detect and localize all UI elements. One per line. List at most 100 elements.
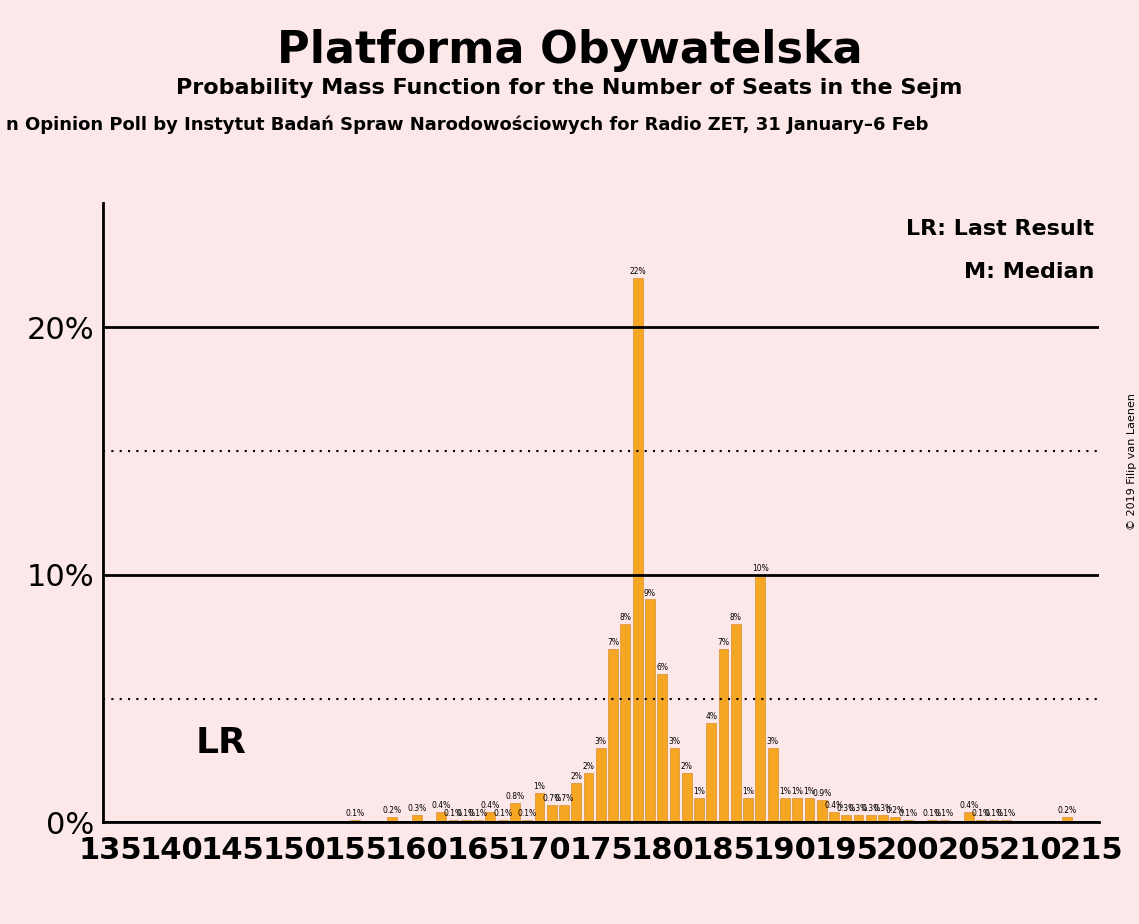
- Bar: [964, 812, 974, 822]
- Bar: [461, 820, 470, 822]
- Text: 0.2%: 0.2%: [886, 807, 906, 815]
- Text: n Opinion Poll by Instytut Badań Spraw Narodowościowych for Radio ZET, 31 Januar: n Opinion Poll by Instytut Badań Spraw N…: [6, 116, 928, 134]
- Bar: [387, 818, 398, 822]
- Bar: [583, 772, 593, 822]
- Bar: [510, 803, 519, 822]
- Bar: [927, 820, 937, 822]
- Text: 1%: 1%: [743, 786, 754, 796]
- Text: 0.7%: 0.7%: [555, 794, 574, 803]
- Text: Probability Mass Function for the Number of Seats in the Sejm: Probability Mass Function for the Number…: [177, 78, 962, 98]
- Text: Platforma Obywatelska: Platforma Obywatelska: [277, 30, 862, 72]
- Text: 0.1%: 0.1%: [346, 808, 364, 818]
- Bar: [682, 772, 691, 822]
- Bar: [780, 797, 789, 822]
- Bar: [351, 820, 360, 822]
- Text: 0.9%: 0.9%: [812, 789, 831, 798]
- Bar: [498, 820, 508, 822]
- Text: 0.2%: 0.2%: [1058, 807, 1076, 815]
- Text: 0.3%: 0.3%: [837, 804, 855, 813]
- Text: 0.8%: 0.8%: [506, 792, 524, 800]
- Bar: [866, 815, 876, 822]
- Text: 3%: 3%: [595, 737, 607, 746]
- Text: 0.3%: 0.3%: [874, 804, 893, 813]
- Bar: [878, 815, 888, 822]
- Text: 0.3%: 0.3%: [407, 804, 426, 813]
- Bar: [436, 812, 446, 822]
- Text: 0.1%: 0.1%: [517, 808, 536, 818]
- Bar: [768, 748, 778, 822]
- Text: 8%: 8%: [730, 614, 741, 622]
- Text: 7%: 7%: [607, 638, 620, 647]
- Text: 1%: 1%: [693, 786, 705, 796]
- Bar: [534, 793, 544, 822]
- Text: 0.3%: 0.3%: [861, 804, 880, 813]
- Bar: [621, 625, 630, 822]
- Bar: [633, 277, 642, 822]
- Text: © 2019 Filip van Laenen: © 2019 Filip van Laenen: [1126, 394, 1137, 530]
- Text: 2%: 2%: [571, 772, 582, 781]
- Text: 0.7%: 0.7%: [542, 794, 562, 803]
- Bar: [596, 748, 606, 822]
- Text: M: Median: M: Median: [964, 262, 1095, 282]
- Text: 1%: 1%: [792, 786, 803, 796]
- Bar: [743, 797, 753, 822]
- Bar: [670, 748, 679, 822]
- Text: 1%: 1%: [533, 782, 546, 791]
- Bar: [645, 600, 655, 822]
- Bar: [657, 674, 667, 822]
- Text: 0.1%: 0.1%: [935, 808, 954, 818]
- Text: 1%: 1%: [803, 786, 816, 796]
- Bar: [903, 820, 912, 822]
- Bar: [804, 797, 814, 822]
- Bar: [706, 723, 716, 822]
- Bar: [989, 820, 999, 822]
- Bar: [412, 815, 421, 822]
- Text: 9%: 9%: [644, 589, 656, 598]
- Text: 0.1%: 0.1%: [972, 808, 991, 818]
- Text: 22%: 22%: [630, 267, 646, 275]
- Bar: [449, 820, 458, 822]
- Text: 1%: 1%: [779, 786, 790, 796]
- Bar: [523, 820, 532, 822]
- Bar: [1001, 820, 1010, 822]
- Text: 10%: 10%: [752, 564, 769, 573]
- Bar: [608, 649, 618, 822]
- Bar: [976, 820, 986, 822]
- Text: 3%: 3%: [669, 737, 680, 746]
- Bar: [473, 820, 483, 822]
- Bar: [842, 815, 851, 822]
- Text: 4%: 4%: [705, 712, 718, 722]
- Text: 0.1%: 0.1%: [899, 808, 917, 818]
- Text: LR: Last Result: LR: Last Result: [907, 219, 1095, 238]
- Text: 0.1%: 0.1%: [444, 808, 464, 818]
- Bar: [891, 818, 900, 822]
- Text: 0.4%: 0.4%: [432, 801, 451, 810]
- Text: 0.1%: 0.1%: [923, 808, 942, 818]
- Text: 2%: 2%: [583, 762, 595, 771]
- Bar: [940, 820, 950, 822]
- Bar: [853, 815, 863, 822]
- Text: 2%: 2%: [681, 762, 693, 771]
- Bar: [793, 797, 802, 822]
- Text: 0.4%: 0.4%: [959, 801, 978, 810]
- Bar: [572, 783, 581, 822]
- Bar: [755, 575, 765, 822]
- Bar: [559, 805, 568, 822]
- Text: 0.2%: 0.2%: [383, 807, 402, 815]
- Text: 8%: 8%: [620, 614, 631, 622]
- Text: LR: LR: [196, 726, 247, 760]
- Bar: [731, 625, 740, 822]
- Text: 0.1%: 0.1%: [457, 808, 475, 818]
- Text: 0.1%: 0.1%: [997, 808, 1015, 818]
- Text: 0.4%: 0.4%: [825, 801, 844, 810]
- Bar: [829, 812, 839, 822]
- Text: 0.1%: 0.1%: [468, 808, 487, 818]
- Text: 7%: 7%: [718, 638, 730, 647]
- Bar: [719, 649, 729, 822]
- Text: 3%: 3%: [767, 737, 779, 746]
- Bar: [547, 805, 557, 822]
- Bar: [817, 800, 827, 822]
- Text: 6%: 6%: [656, 663, 669, 672]
- Text: 0.3%: 0.3%: [849, 804, 868, 813]
- Bar: [694, 797, 704, 822]
